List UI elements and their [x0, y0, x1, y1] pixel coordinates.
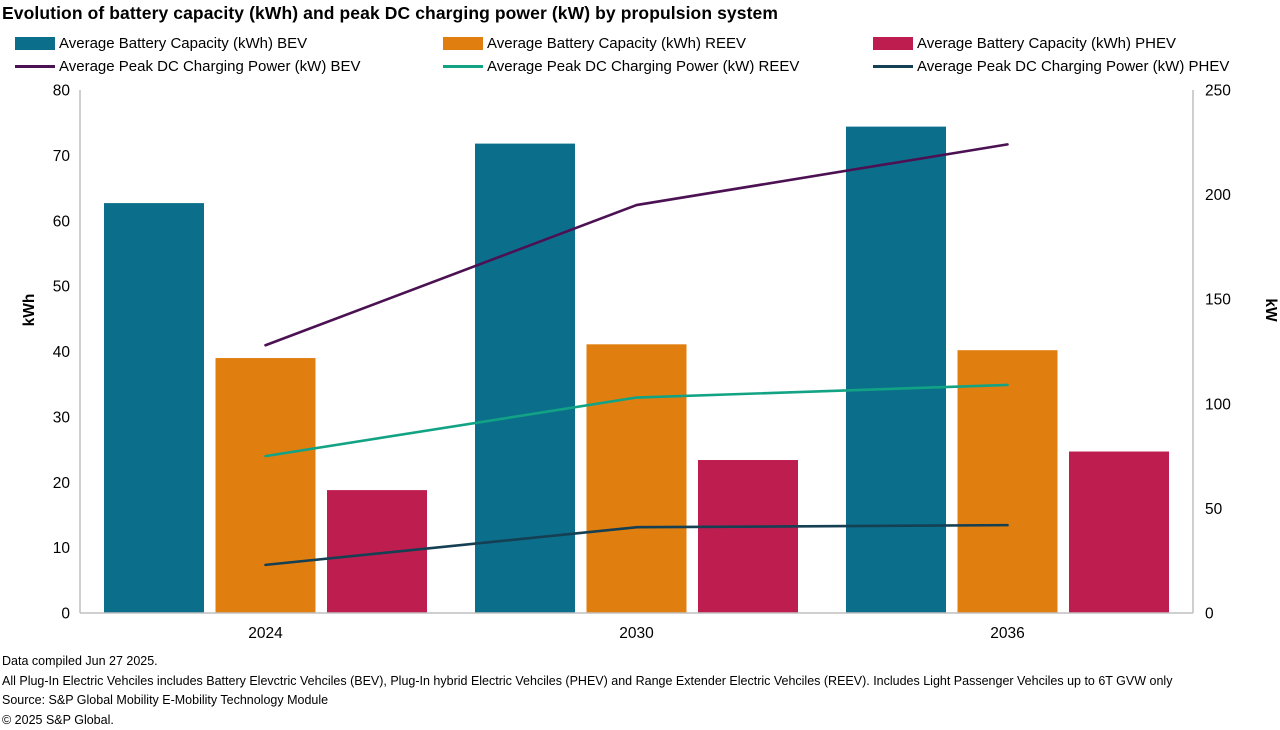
- bar-reev-2024: [216, 358, 316, 613]
- x-axis-label-2036: 2036: [990, 625, 1024, 642]
- right-axis-tick: 200: [1205, 187, 1231, 204]
- right-axis-tick: 50: [1205, 501, 1223, 518]
- footnotes: Data compiled Jun 27 2025. All Plug-In E…: [2, 652, 1172, 730]
- right-axis-tick: 0: [1205, 606, 1214, 623]
- left-axis-tick: 30: [53, 409, 71, 426]
- footnote-compiled: Data compiled Jun 27 2025.: [2, 652, 1172, 672]
- legend-swatch-bar-reev-icon: [443, 37, 483, 50]
- legend-item-charging-reev: Average Peak DC Charging Power (kW) REEV: [443, 59, 799, 74]
- chart-title: Evolution of battery capacity (kWh) and …: [2, 3, 778, 24]
- x-axis-label-2024: 2024: [248, 625, 283, 642]
- left-axis-tick: 70: [53, 148, 71, 165]
- legend-item-charging-phev: Average Peak DC Charging Power (kW) PHEV: [873, 59, 1229, 74]
- left-axis-tick: 0: [61, 606, 70, 623]
- left-axis-tick: 80: [53, 84, 71, 100]
- legend-label: Average Battery Capacity (kWh) BEV: [59, 36, 307, 51]
- legend-label: Average Battery Capacity (kWh) PHEV: [917, 36, 1176, 51]
- bar-phev-2030: [698, 460, 798, 613]
- legend-label: Average Peak DC Charging Power (kW) REEV: [487, 59, 799, 74]
- right-axis-tick: 150: [1205, 292, 1231, 309]
- left-axis-tick: 50: [53, 279, 71, 296]
- legend-label: Average Battery Capacity (kWh) REEV: [487, 36, 746, 51]
- legend-item-battery-phev: Average Battery Capacity (kWh) PHEV: [873, 36, 1176, 51]
- bar-phev-2024: [327, 490, 427, 613]
- bar-reev-2036: [958, 350, 1058, 613]
- left-axis-tick: 40: [53, 344, 71, 361]
- left-axis-tick: 60: [53, 213, 71, 230]
- right-axis-title: kW: [1262, 298, 1279, 322]
- bar-bev-2024: [104, 203, 204, 613]
- legend-swatch-bar-bev-icon: [15, 37, 55, 50]
- left-axis-title: kWh: [21, 294, 38, 327]
- right-axis-tick: 100: [1205, 396, 1231, 413]
- x-axis-label-2030: 2030: [619, 625, 654, 642]
- legend-swatch-bar-phev-icon: [873, 37, 913, 50]
- left-axis-tick: 10: [53, 540, 71, 557]
- legend-swatch-line-phev-icon: [873, 65, 913, 68]
- legend-label: Average Peak DC Charging Power (kW) BEV: [59, 59, 361, 74]
- legend-label: Average Peak DC Charging Power (kW) PHEV: [917, 59, 1229, 74]
- legend-item-battery-reev: Average Battery Capacity (kWh) REEV: [443, 36, 746, 51]
- legend-swatch-line-bev-icon: [15, 65, 55, 68]
- legend-item-charging-bev: Average Peak DC Charging Power (kW) BEV: [15, 59, 361, 74]
- footnote-source: Source: S&P Global Mobility E-Mobility T…: [2, 691, 1172, 711]
- footnote-definition: All Plug-In Electric Vehciles includes B…: [2, 672, 1172, 692]
- bar-phev-2036: [1069, 452, 1169, 613]
- legend-swatch-line-reev-icon: [443, 65, 483, 68]
- left-axis-tick: 20: [53, 475, 71, 492]
- right-axis-tick: 250: [1205, 84, 1231, 100]
- footnote-copyright: © 2025 S&P Global.: [2, 711, 1172, 730]
- bar-reev-2030: [587, 344, 687, 613]
- legend-item-battery-bev: Average Battery Capacity (kWh) BEV: [15, 36, 307, 51]
- bar-bev-2036: [846, 127, 946, 613]
